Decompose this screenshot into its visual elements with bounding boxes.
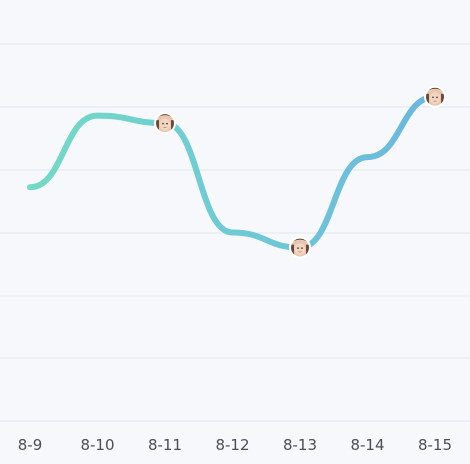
- avatar-marker-8-13[interactable]: [289, 237, 311, 259]
- x-tick-label-8-11: 8-11: [148, 436, 182, 454]
- x-tick-label-8-10: 8-10: [80, 436, 114, 454]
- x-tick-label-8-9: 8-9: [18, 436, 43, 454]
- x-tick-label-8-12: 8-12: [215, 436, 249, 454]
- x-tick-label-8-13: 8-13: [283, 436, 317, 454]
- avatar-marker-8-11[interactable]: [154, 112, 176, 134]
- x-tick-label-8-14: 8-14: [350, 436, 384, 454]
- series-line: [30, 97, 435, 248]
- avatar-marker-8-15[interactable]: [424, 86, 446, 108]
- x-tick-label-8-15: 8-15: [418, 436, 452, 454]
